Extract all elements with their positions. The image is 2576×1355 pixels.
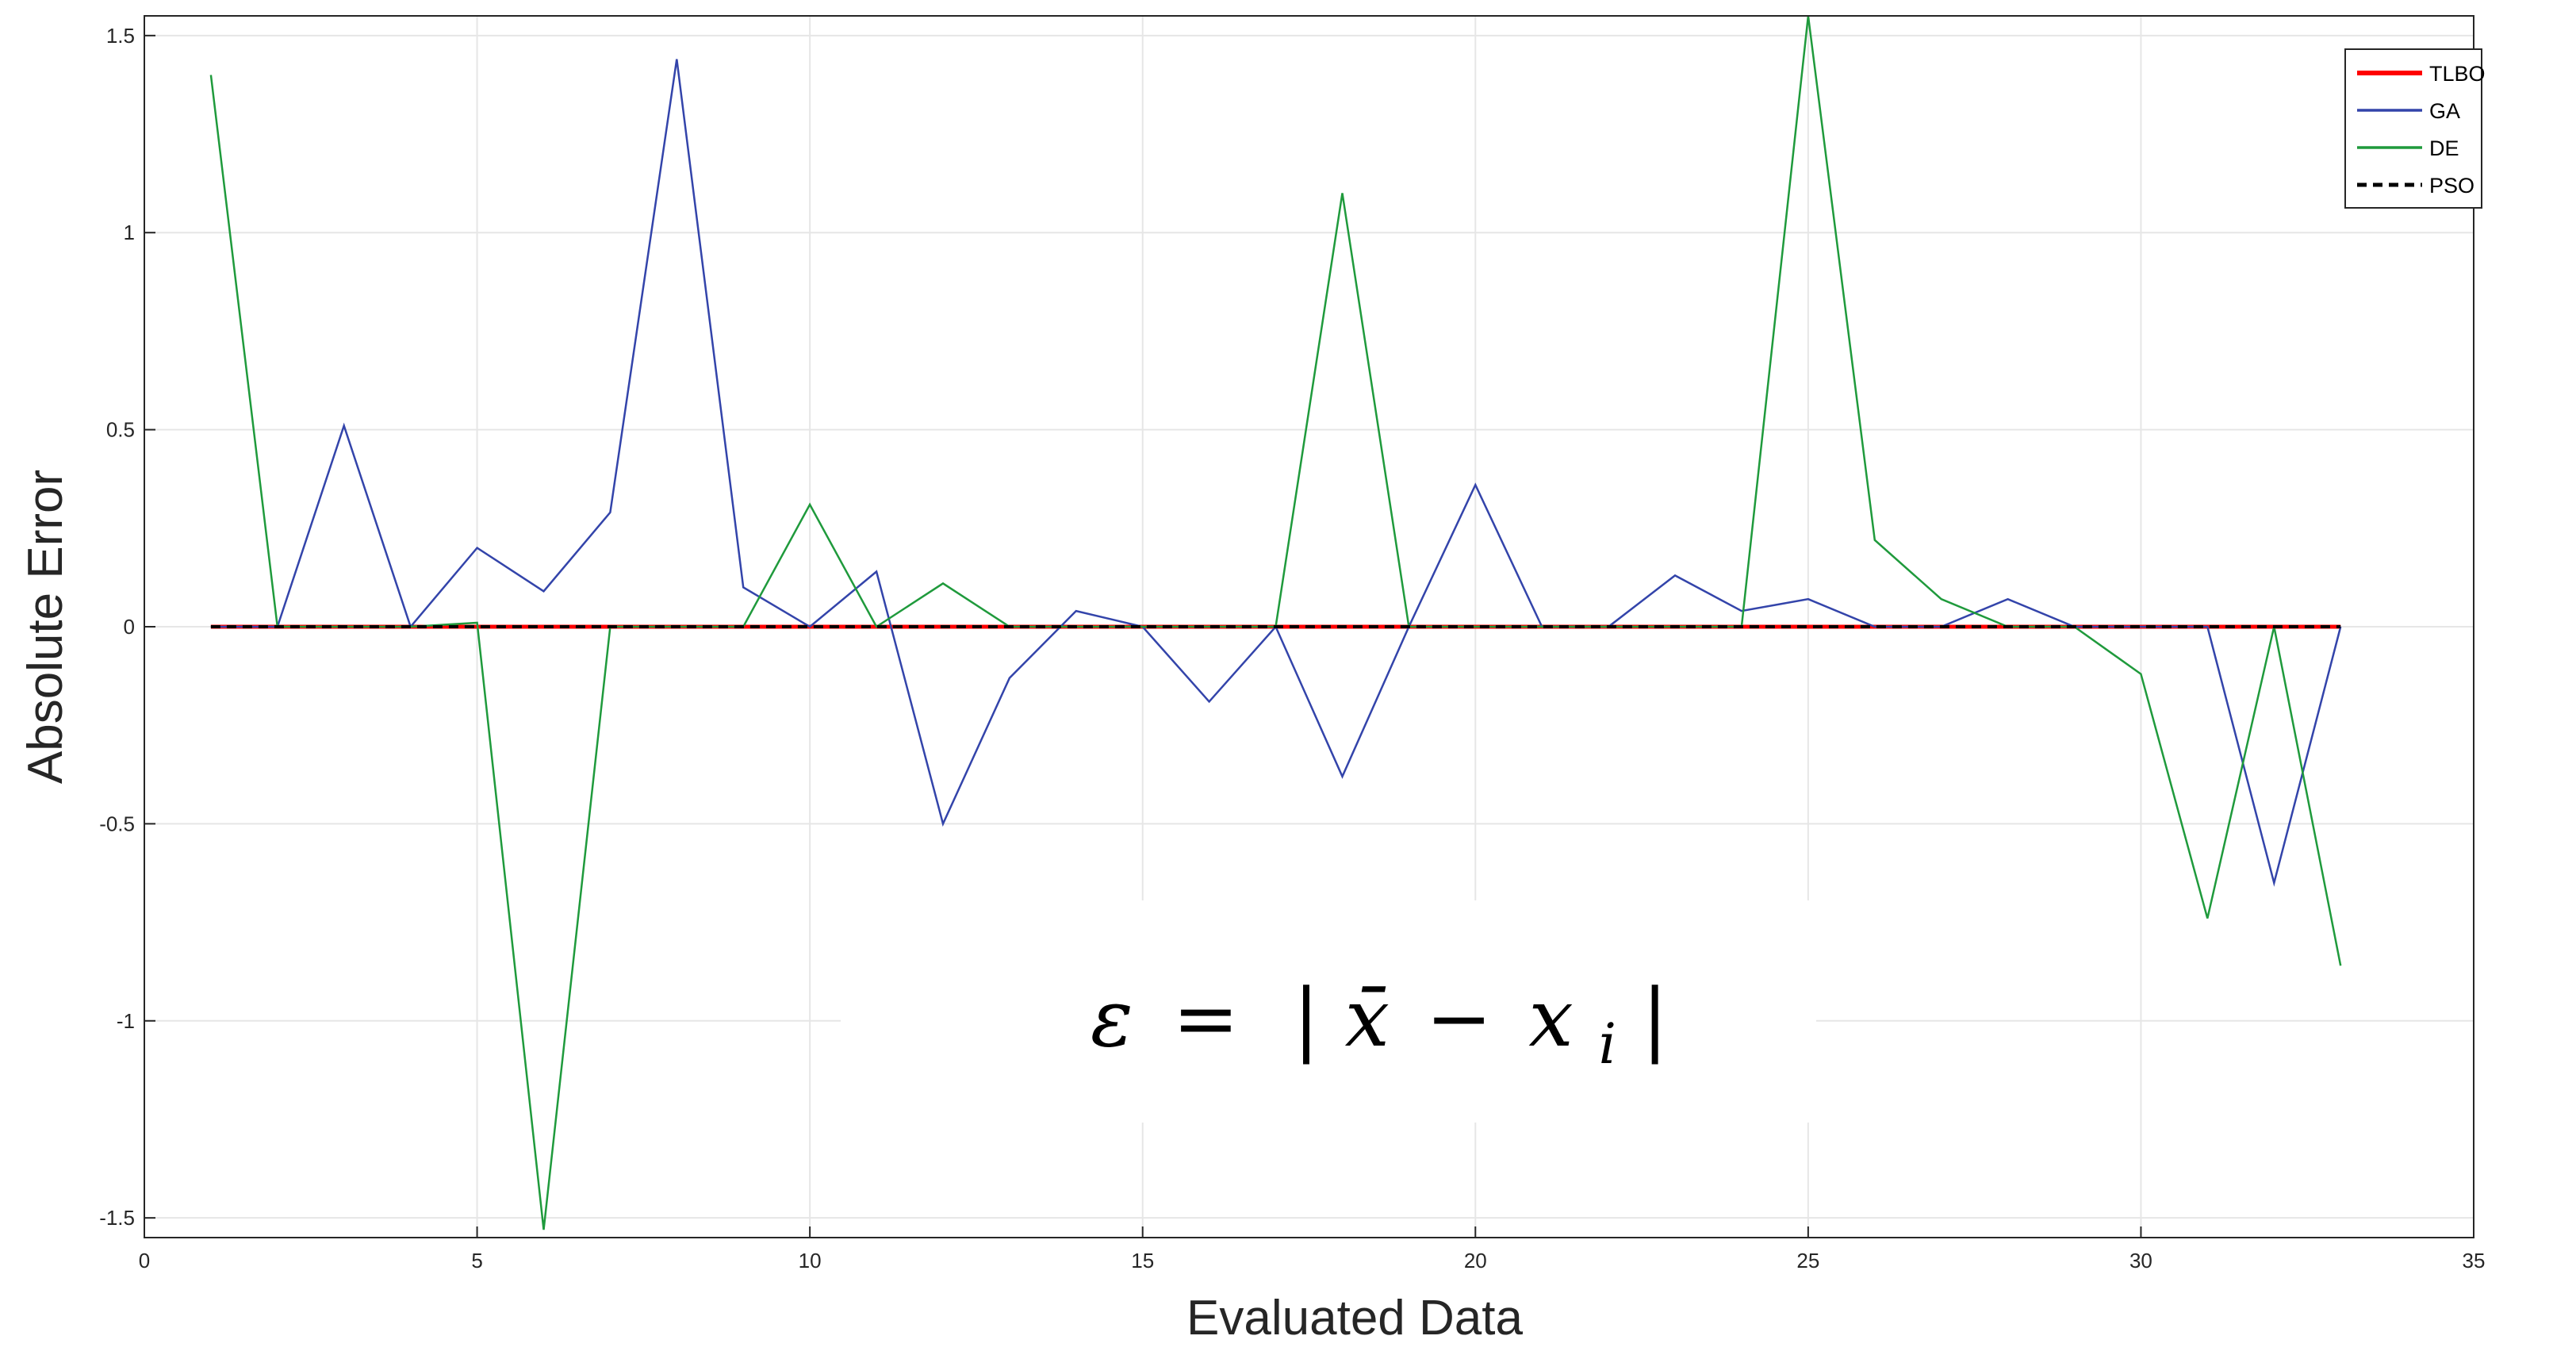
legend-label-ga: GA [2429,99,2460,123]
formula-minus: − [1426,972,1493,1065]
y-tick-label: 0 [124,615,135,639]
legend-label-pso: PSO [2429,174,2474,198]
x-tick-label: 5 [471,1249,482,1272]
y-tick-label: -0.5 [99,812,135,835]
legend-label-de: DE [2429,136,2459,160]
legend: TLBO GA DE PSO [2344,48,2486,209]
y-tick-label: 1 [124,221,135,244]
y-axis-title: Absolute Error [18,470,73,784]
x-tick-label: 25 [1796,1249,1819,1272]
formula-bar-left: | [1293,972,1320,1065]
formula-annotation: ε = | x̄ − x i | [841,900,1816,1123]
x-tick-label: 20 [1464,1249,1487,1272]
legend-box [2344,48,2482,209]
x-tick-label: 15 [1131,1249,1154,1272]
formula-xbar: x̄ [1345,972,1390,1065]
x-axis-title: Evaluated Data [1186,1291,1523,1345]
y-tick-label: 1.5 [106,24,135,48]
formula-box [841,900,1816,1123]
x-tick-label: 30 [2129,1249,2152,1272]
y-tick-label: 0.5 [106,418,135,442]
formula-x: x [1528,972,1573,1065]
y-tick-label: -1.5 [99,1206,135,1230]
legend-label-tlbo: TLBO [2429,62,2486,86]
series-group [209,15,2342,1230]
formula-epsilon: ε [1091,972,1133,1065]
formula-bar-right: | [1642,972,1669,1065]
y-tick-label: -1 [117,1009,135,1033]
x-tick-label: 0 [139,1249,150,1272]
formula-subscript: i [1599,1011,1616,1077]
svg-text:ε = | x̄: ε = | x̄ − x i | [1091,972,1668,1082]
x-tick-label: 35 [2463,1249,2486,1272]
formula-equals: = [1172,972,1239,1065]
tick-labels: 0 5 10 15 20 25 30 35 -1.5 -1 -0.5 0 0.5 1 1.5 [99,24,2485,1272]
x-tick-label: 10 [799,1249,822,1272]
